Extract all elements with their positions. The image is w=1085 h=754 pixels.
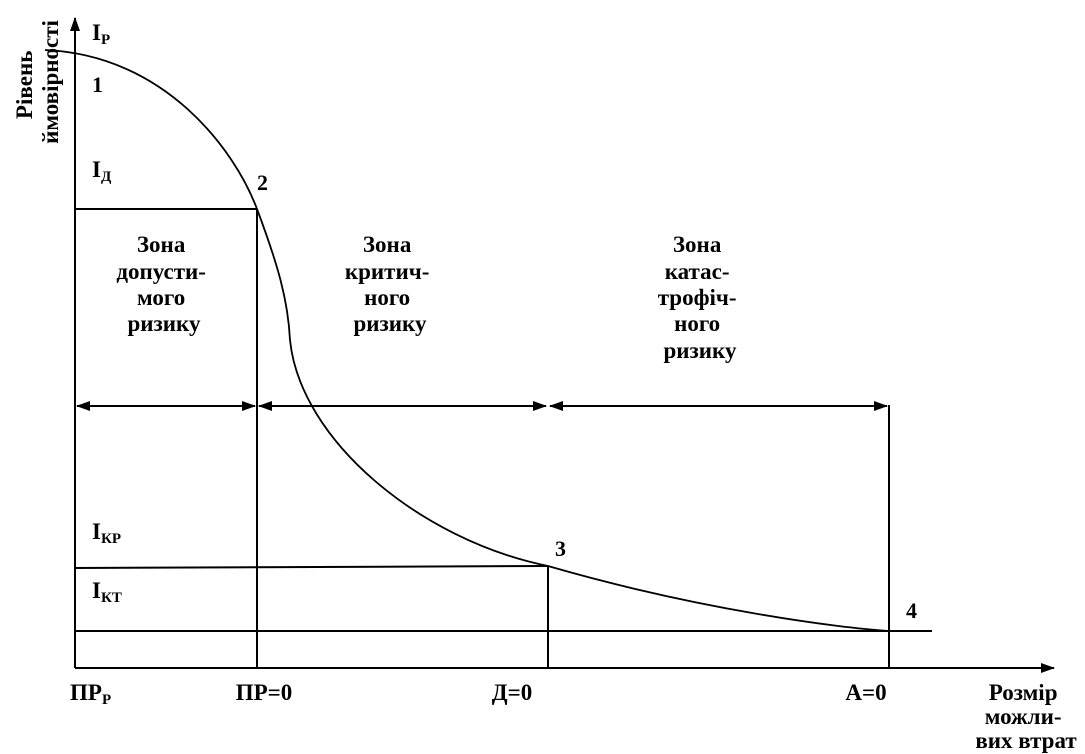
point-label-1: 1 (92, 72, 103, 97)
y-axis-title-line-2: ймовірності (38, 19, 63, 143)
zone-label-critical: Зона критич- ного ризику (345, 232, 435, 336)
x-axis-title-line-1: Розмір (989, 680, 1058, 705)
critical-level-line (74, 565, 549, 569)
x-tick-d0: Д=0 (492, 680, 532, 705)
level-label-ikr: IКР (92, 519, 121, 547)
y-axis-title: Рівень ймовірності (12, 19, 63, 143)
x-axis-title-line-3: вих втрат (975, 728, 1077, 753)
zone-label-acceptable: Зона допусти- мого ризику (116, 232, 211, 336)
level-label-id: IД (92, 157, 112, 185)
level-label-ip: IР (92, 20, 110, 48)
x-tick-pr0: ПР=0 (236, 680, 293, 705)
x-axis-title-line-2: можли- (985, 704, 1062, 729)
point-label-4: 4 (906, 598, 917, 623)
risk-curve (44, 49, 890, 632)
x-tick-prp: ПРР (70, 680, 111, 708)
zone-label-catastrophic: Зона катас- трофіч- ного ризику (658, 232, 743, 363)
point-label-3: 3 (555, 536, 566, 561)
level-label-ikt: IКТ (92, 578, 122, 606)
x-axis-title: Розмір можли- вих втрат (975, 680, 1077, 753)
x-tick-a0: А=0 (845, 680, 886, 705)
point-label-2: 2 (257, 170, 268, 195)
y-axis-title-line-1: Рівень (12, 51, 37, 119)
